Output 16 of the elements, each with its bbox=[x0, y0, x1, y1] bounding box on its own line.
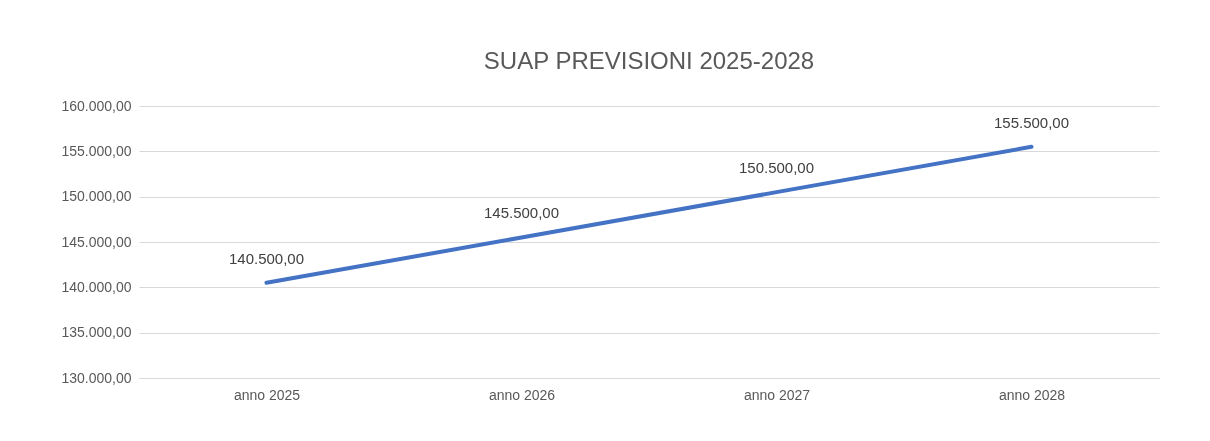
data-label: 140.500,00 bbox=[228, 249, 305, 267]
x-tick-label: anno 2027 bbox=[743, 386, 811, 403]
y-tick-label: 135.000,00 bbox=[61, 324, 132, 341]
chart-title: SUAP PREVISIONI 2025-2028 bbox=[483, 47, 815, 74]
y-tick-label: 130.000,00 bbox=[61, 369, 132, 386]
x-tick-label: anno 2025 bbox=[233, 386, 301, 403]
y-tick-label: 145.000,00 bbox=[61, 233, 132, 250]
x-tick-label: anno 2026 bbox=[488, 386, 556, 403]
data-label: 150.500,00 bbox=[738, 159, 815, 177]
y-tick-label: 150.000,00 bbox=[61, 188, 132, 205]
y-tick-label: 160.000,00 bbox=[61, 97, 132, 114]
y-tick-label: 140.000,00 bbox=[61, 278, 132, 295]
data-label: 145.500,00 bbox=[483, 204, 560, 222]
x-tick-label: anno 2028 bbox=[998, 386, 1066, 403]
y-tick-label: 155.000,00 bbox=[61, 142, 132, 159]
data-label: 155.500,00 bbox=[993, 113, 1070, 131]
